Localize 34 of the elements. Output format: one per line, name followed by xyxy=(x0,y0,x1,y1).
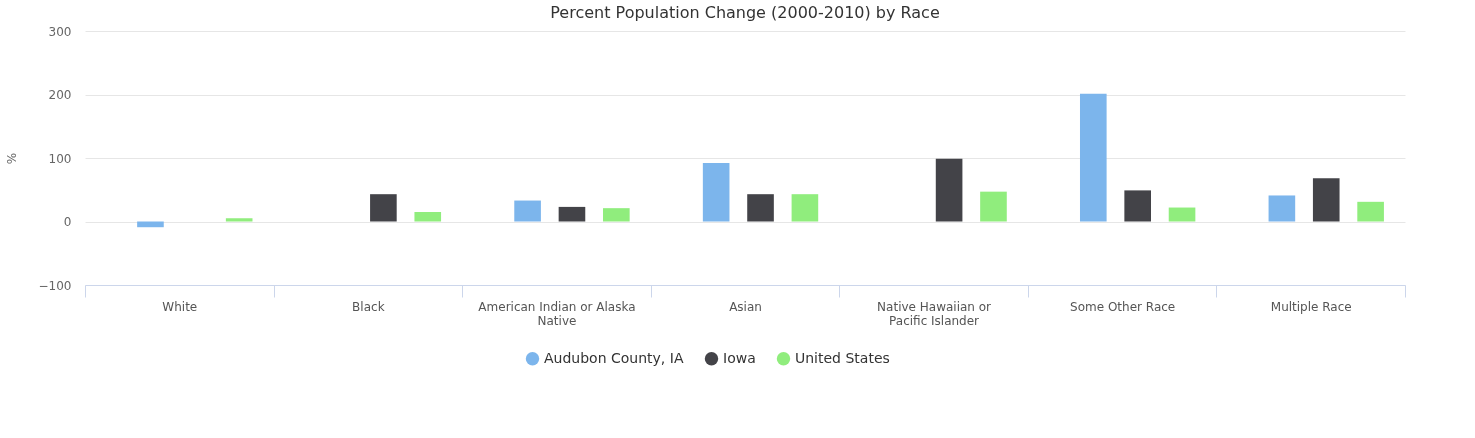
bar xyxy=(225,218,253,222)
bar xyxy=(1312,178,1340,222)
y-tick-label: 0 xyxy=(63,215,72,229)
bar xyxy=(980,191,1007,222)
bar xyxy=(702,163,730,222)
bar xyxy=(558,206,586,222)
legend-label: Iowa xyxy=(723,349,756,366)
x-tick-label: Some Other Race xyxy=(1070,299,1176,314)
x-tick-label: Native Hawaiian or Pacific Islander xyxy=(877,299,992,328)
bar xyxy=(1357,201,1384,222)
legend-label: United States xyxy=(795,349,890,366)
bar xyxy=(935,158,963,222)
legend-label: Audubon County, IA xyxy=(544,349,684,366)
bar xyxy=(1268,195,1296,222)
bar xyxy=(1079,93,1107,222)
bar xyxy=(514,200,541,222)
y-tick-label: 100 xyxy=(48,151,72,166)
bar xyxy=(370,194,397,222)
x-tick-label: Black xyxy=(352,299,385,314)
y-tick-label: 200 xyxy=(48,88,72,102)
y-tick-label: −100 xyxy=(38,278,72,293)
y-axis-title: % xyxy=(4,152,19,165)
bar xyxy=(1168,207,1196,222)
x-tick-label: Multiple Race xyxy=(1270,299,1352,314)
x-tick-label: White xyxy=(162,299,198,314)
bar xyxy=(791,194,819,222)
bar xyxy=(1124,190,1151,222)
bar xyxy=(747,194,774,222)
bar xyxy=(603,208,630,222)
x-tick-label: Asian xyxy=(729,299,762,314)
x-tick-label: American Indian or Alaska Native xyxy=(478,299,636,328)
y-tick-label: 300 xyxy=(48,24,72,39)
bar xyxy=(414,211,442,222)
chart-title: Percent Population Change (2000-2010) by Race xyxy=(550,3,940,22)
